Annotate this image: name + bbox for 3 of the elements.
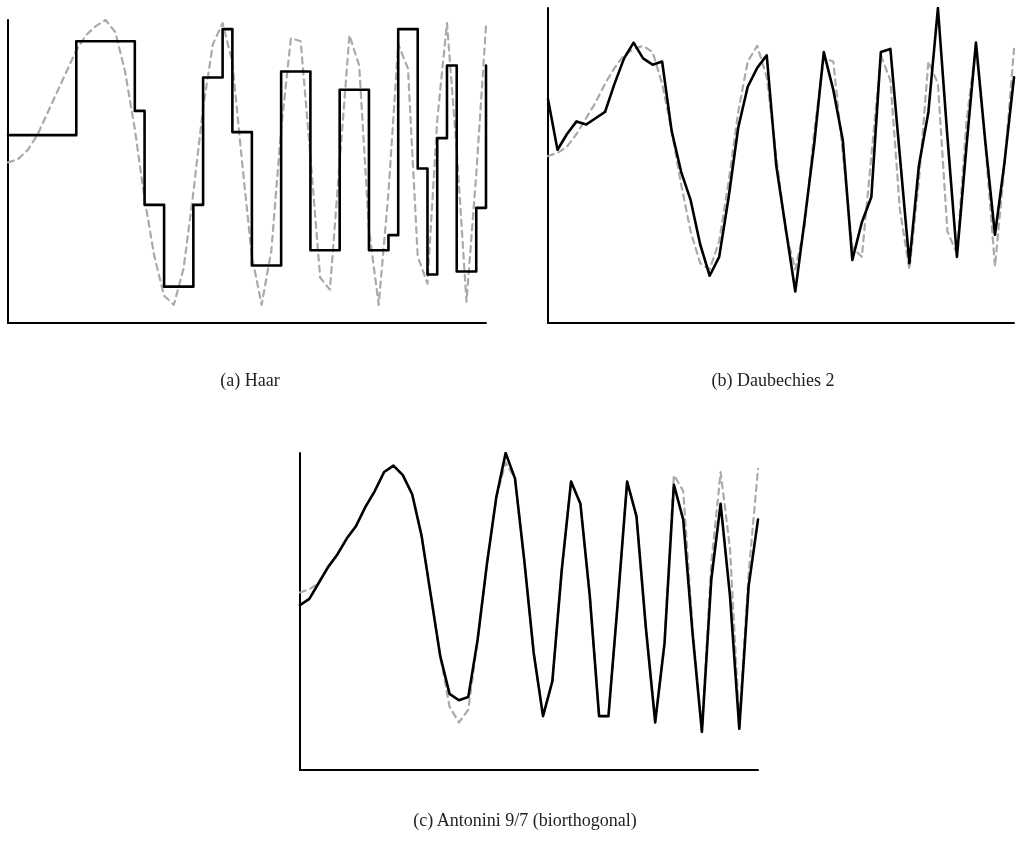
text: (b) Daubechies 2 (711, 370, 835, 391)
text: (c) Antonini 9/7 (biorthogonal) (413, 810, 637, 831)
text: (a) Haar (220, 370, 280, 391)
